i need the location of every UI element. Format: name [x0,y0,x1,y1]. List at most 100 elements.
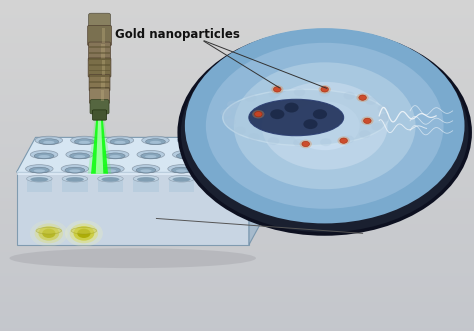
Text: Gold nanoparticles: Gold nanoparticles [115,28,240,41]
Circle shape [38,226,59,241]
Ellipse shape [109,155,121,158]
Circle shape [73,226,94,241]
Ellipse shape [213,136,240,144]
FancyBboxPatch shape [88,58,111,77]
Ellipse shape [142,136,169,144]
Ellipse shape [208,150,236,159]
Ellipse shape [29,167,49,173]
Ellipse shape [110,139,130,145]
Ellipse shape [176,153,196,159]
Circle shape [313,109,327,119]
Polygon shape [17,137,268,172]
Ellipse shape [176,169,187,172]
Bar [89,58,110,60]
Ellipse shape [69,169,81,172]
Ellipse shape [173,177,191,182]
Polygon shape [96,119,103,174]
Circle shape [234,62,416,189]
Ellipse shape [137,177,155,182]
Circle shape [293,139,305,147]
Circle shape [185,28,465,223]
Ellipse shape [34,153,54,159]
Ellipse shape [27,175,52,182]
Ellipse shape [74,155,85,158]
Ellipse shape [141,153,161,159]
Ellipse shape [71,136,98,144]
Circle shape [42,229,55,238]
Ellipse shape [204,175,230,182]
Ellipse shape [34,169,45,172]
Ellipse shape [168,165,195,173]
Bar [101,90,104,101]
Polygon shape [88,119,111,174]
Ellipse shape [221,141,232,144]
Circle shape [300,140,312,148]
Circle shape [77,229,91,238]
Circle shape [371,122,383,130]
Bar [89,52,110,54]
Polygon shape [249,137,268,245]
Ellipse shape [203,165,231,173]
Circle shape [337,136,350,145]
Circle shape [319,85,331,94]
Circle shape [70,223,98,243]
Circle shape [344,92,355,100]
Ellipse shape [74,139,94,145]
Ellipse shape [62,175,88,182]
Circle shape [364,118,371,123]
Ellipse shape [133,175,159,182]
Ellipse shape [217,139,237,145]
Bar [89,70,110,71]
Circle shape [252,110,264,118]
Bar [98,178,123,192]
Circle shape [321,87,328,92]
Circle shape [35,223,63,243]
Ellipse shape [43,141,55,144]
Bar [89,46,110,48]
Circle shape [361,117,374,125]
Circle shape [378,105,389,113]
Bar [169,178,194,192]
Bar [101,44,105,59]
Ellipse shape [35,136,63,144]
Ellipse shape [105,169,116,172]
Circle shape [343,135,354,143]
Bar [27,178,52,192]
Ellipse shape [101,177,119,182]
Circle shape [262,82,388,170]
Ellipse shape [140,169,152,172]
Bar [62,178,88,192]
Bar [89,75,110,77]
Ellipse shape [65,167,85,173]
Ellipse shape [145,155,156,158]
Ellipse shape [132,165,160,173]
Ellipse shape [114,141,126,144]
Circle shape [359,130,371,138]
FancyBboxPatch shape [90,88,109,104]
Circle shape [284,103,299,113]
Circle shape [234,127,246,135]
Circle shape [340,138,347,143]
Circle shape [273,87,281,92]
Circle shape [268,137,279,145]
Ellipse shape [70,153,90,159]
Ellipse shape [30,150,58,159]
Ellipse shape [101,150,129,159]
Bar [17,171,249,175]
Circle shape [303,119,318,129]
Polygon shape [17,172,249,245]
Bar [101,60,105,75]
Circle shape [271,85,283,94]
Ellipse shape [97,165,124,173]
Circle shape [319,89,330,97]
Circle shape [220,109,232,117]
Bar [204,178,230,192]
FancyBboxPatch shape [89,42,110,61]
Circle shape [255,112,262,117]
Ellipse shape [98,175,123,182]
Ellipse shape [146,139,165,145]
Circle shape [224,118,236,126]
Ellipse shape [208,177,226,182]
Bar [101,77,105,89]
Circle shape [379,114,390,121]
